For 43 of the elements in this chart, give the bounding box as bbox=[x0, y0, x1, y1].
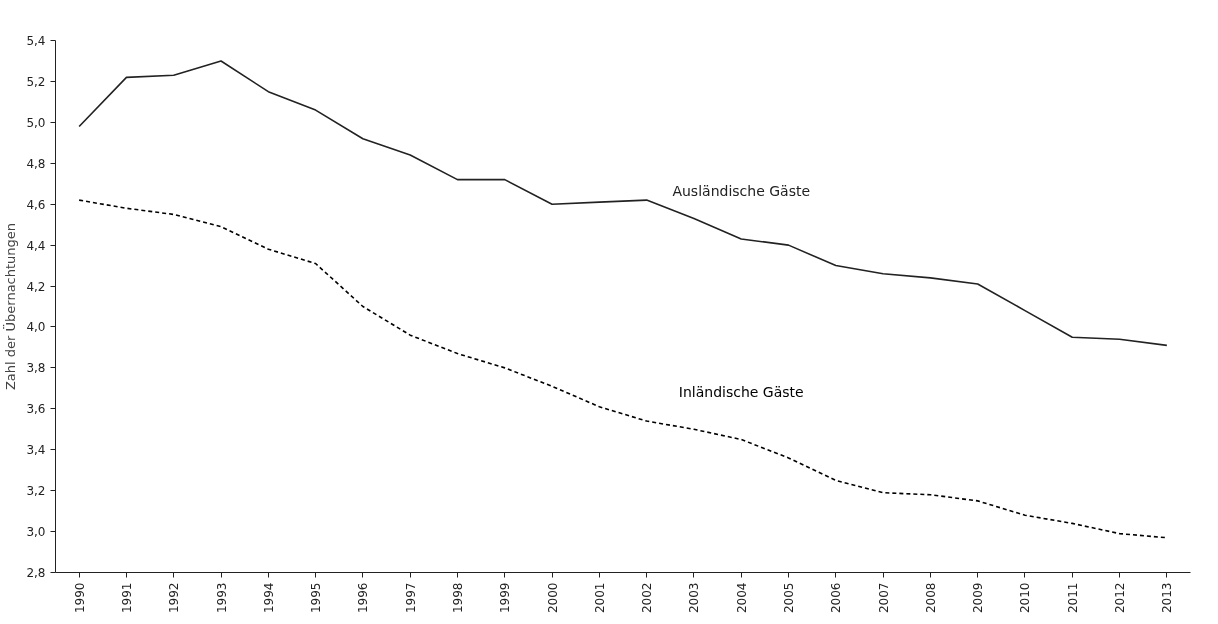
x-tick-label: 2003 bbox=[687, 582, 702, 614]
y-tick-label: 4,2 bbox=[26, 279, 46, 294]
x-tick-label: 2005 bbox=[782, 582, 797, 614]
line-series bbox=[78, 60, 1168, 347]
x-tick-label: 2001 bbox=[592, 582, 607, 614]
x-tick-label: 1992 bbox=[167, 582, 182, 614]
x-tick-label: 2013 bbox=[1160, 582, 1175, 614]
x-tick-label: 1994 bbox=[261, 582, 276, 614]
x-tick-label: 2011 bbox=[1065, 582, 1080, 614]
x-tick-label: 1995 bbox=[309, 582, 324, 614]
y-tick-label: 5,2 bbox=[26, 74, 46, 89]
line-series bbox=[78, 199, 1168, 539]
y-tick-label: 3,4 bbox=[26, 443, 46, 458]
x-tick-label: 1997 bbox=[403, 582, 418, 614]
y-tick-label: 4,4 bbox=[26, 238, 46, 253]
y-tick-label: 4,6 bbox=[26, 197, 46, 212]
y-tick-label: 2,8 bbox=[26, 566, 46, 580]
x-tick-label: 2000 bbox=[545, 582, 560, 614]
y-tick-label: 3,6 bbox=[26, 402, 46, 417]
x-tick-label: 1990 bbox=[72, 582, 87, 614]
y-tick-label: 5,0 bbox=[26, 115, 46, 130]
x-tick-label: 2007 bbox=[876, 582, 891, 614]
x-tick-label: 2010 bbox=[1018, 582, 1033, 614]
y-tick-label: 3,2 bbox=[26, 484, 46, 499]
y-tick-label: 3,8 bbox=[26, 361, 46, 376]
y-tick-label: 4,8 bbox=[26, 156, 46, 171]
series-label: Ausländische Gäste bbox=[672, 183, 811, 200]
x-tick-label: 1996 bbox=[356, 582, 371, 614]
x-tick-label: 1993 bbox=[214, 582, 229, 614]
x-tick-label: 2004 bbox=[734, 582, 749, 614]
x-tick-label: 2009 bbox=[971, 582, 986, 614]
x-tick-label: 2012 bbox=[1113, 582, 1128, 614]
x-tick-label: 2006 bbox=[829, 582, 844, 614]
x-tick-label: 2008 bbox=[923, 582, 938, 614]
x-tick-label: 2002 bbox=[640, 582, 655, 614]
y-axis-title: Zahl der Übernachtungen bbox=[2, 222, 19, 391]
y-tick-label: 3,0 bbox=[26, 525, 46, 540]
x-tick-label: 1998 bbox=[450, 582, 465, 614]
series-label: Inländische Gäste bbox=[678, 383, 804, 400]
y-tick-label: 5,4 bbox=[26, 34, 46, 48]
x-tick-label: 1999 bbox=[498, 582, 513, 614]
x-tick-label: 1991 bbox=[119, 582, 134, 614]
y-tick-label: 4,0 bbox=[26, 320, 46, 335]
